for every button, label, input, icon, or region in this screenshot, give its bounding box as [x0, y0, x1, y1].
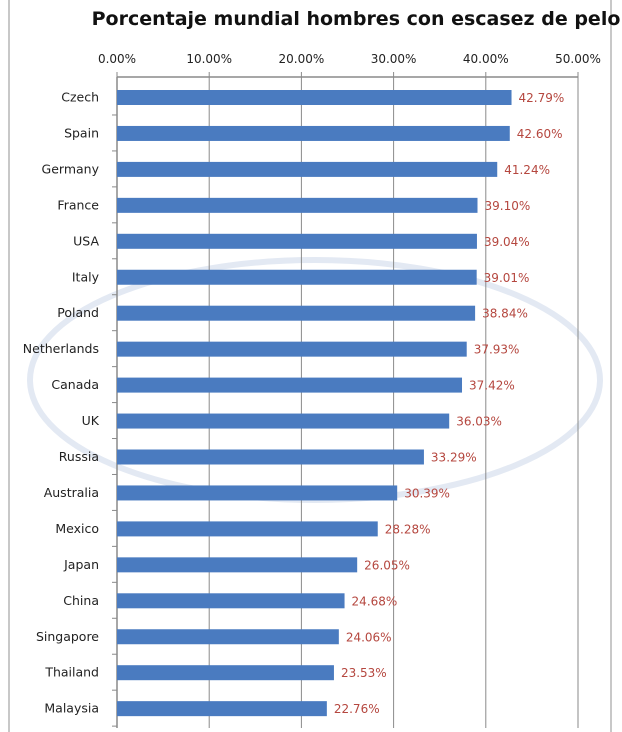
data-label: 39.04% [484, 235, 530, 249]
data-label: 26.05% [364, 558, 410, 572]
data-label: 28.28% [385, 522, 431, 536]
bar [117, 521, 378, 537]
y-category-label: Malaysia [44, 701, 99, 716]
y-category-label: Russia [59, 449, 99, 464]
data-label: 37.93% [474, 343, 520, 357]
y-category-label: Italy [72, 269, 100, 284]
y-category-label: Poland [57, 305, 99, 320]
data-label: 33.29% [431, 451, 477, 465]
x-tick-label: 40.00% [463, 52, 509, 66]
data-label: 23.53% [341, 666, 387, 680]
bar [117, 485, 398, 501]
data-label: 24.06% [346, 630, 392, 644]
bar [117, 665, 334, 681]
data-label: 39.01% [484, 271, 530, 285]
data-label: 36.03% [456, 415, 502, 429]
data-label: 24.68% [352, 594, 398, 608]
bar [117, 161, 498, 177]
y-category-label: Netherlands [23, 341, 99, 356]
chart-title: Porcentaje mundial hombres con escasez d… [91, 8, 621, 30]
bar [117, 701, 327, 717]
y-category-label: Australia [44, 485, 99, 500]
y-category-label: Singapore [36, 629, 99, 644]
bar [117, 197, 478, 213]
data-label: 42.79% [519, 91, 565, 105]
bar [117, 305, 476, 321]
data-label: 41.24% [504, 163, 550, 177]
bar [117, 449, 424, 465]
chart-frame [8, 0, 612, 732]
y-category-label: Japan [63, 557, 99, 572]
x-tick-label: 50.00% [555, 52, 601, 66]
data-label: 39.10% [485, 199, 531, 213]
bar [117, 90, 512, 105]
y-category-label: France [57, 197, 99, 212]
bar [117, 413, 450, 429]
y-category-label: Germany [42, 161, 100, 176]
y-category-label: UK [82, 413, 100, 428]
bar [117, 629, 339, 645]
bar [117, 377, 463, 393]
y-category-label: Thailand [44, 665, 99, 680]
bar [117, 593, 345, 609]
bar [117, 341, 467, 357]
bar [117, 125, 510, 141]
x-tick-label: 0.00% [98, 52, 136, 66]
y-category-label: Mexico [55, 521, 99, 536]
bar [117, 557, 358, 573]
bar [117, 233, 477, 249]
y-category-label: Czech [61, 90, 99, 105]
data-label: 42.60% [517, 127, 563, 141]
y-category-label: China [63, 593, 99, 608]
x-tick-label: 20.00% [279, 52, 325, 66]
y-category-label: USA [73, 233, 99, 248]
data-label: 22.76% [334, 702, 380, 716]
data-label: 37.42% [469, 379, 515, 393]
data-label: 38.84% [482, 307, 528, 321]
y-category-label: Canada [51, 377, 99, 392]
x-tick-label: 30.00% [371, 52, 417, 66]
x-tick-label: 10.00% [186, 52, 232, 66]
data-label: 30.39% [404, 486, 450, 500]
y-category-label: Spain [64, 125, 99, 140]
bar [117, 269, 477, 285]
